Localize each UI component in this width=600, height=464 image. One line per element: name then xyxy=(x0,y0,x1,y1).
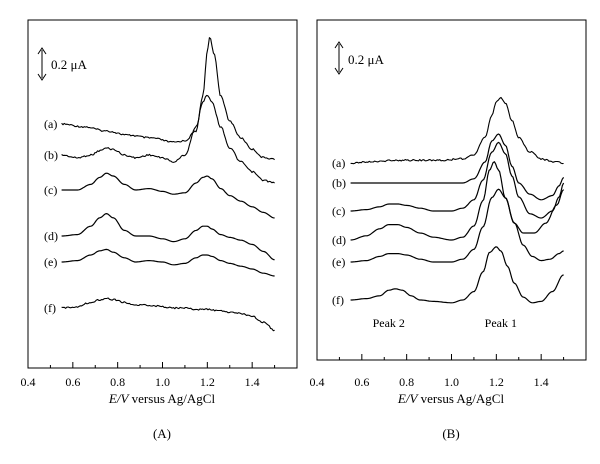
scale-bar-arrow-up-icon xyxy=(334,41,344,49)
series-line-e xyxy=(350,188,564,263)
series-label-d: (d) xyxy=(332,233,346,247)
series-line-d xyxy=(61,213,275,261)
scale-bar-label: 0.2 μA xyxy=(348,52,384,67)
panel-a-label: (A) xyxy=(153,426,171,441)
series-label-e: (e) xyxy=(332,255,345,269)
x-tick-label: 1.2 xyxy=(200,375,215,389)
x-tick-label: 1.0 xyxy=(155,375,170,389)
x-tick-label: 0.4 xyxy=(21,375,36,389)
x-tick-label: 1.4 xyxy=(534,375,549,389)
scale-bar-arrow-down-icon xyxy=(334,67,344,75)
panel-b-ticks xyxy=(316,354,587,360)
scale-bar-arrow-down-icon xyxy=(37,73,47,81)
series-label-c: (c) xyxy=(332,204,345,218)
series-line-b xyxy=(350,133,565,201)
series-line-f xyxy=(61,297,275,332)
series-line-c xyxy=(350,141,565,219)
x-axis-label-rest: versus Ag/AgCl xyxy=(417,391,504,406)
panel-b-frame xyxy=(316,19,587,361)
annotation-peak-2: Peak 2 xyxy=(373,316,405,330)
panel-b: 0.4 0.6 0.8 1.0 1.2 1.4 0.2 μA (a) (b) (c) (d) (e… xyxy=(310,19,587,441)
x-tick-label: 1.2 xyxy=(489,375,504,389)
panel-b-scale-bar: 0.2 μA xyxy=(334,41,384,75)
panel-a-tick-labels: 0.4 0.6 0.8 1.0 1.2 1.4 xyxy=(21,375,260,389)
series-label-f: (f) xyxy=(44,301,56,315)
series-label-e: (e) xyxy=(44,255,57,269)
panel-a-curve-labels: (a) (b) (c) (d) (e) (f) xyxy=(44,117,58,315)
x-axis-label-var: E/V xyxy=(108,391,131,406)
x-tick-label: 1.4 xyxy=(245,375,260,389)
panel-a-scale-bar: 0.2 μA xyxy=(37,47,87,81)
panel-a-x-axis-label: E/V versus Ag/AgCl xyxy=(108,391,216,406)
series-label-b: (b) xyxy=(44,148,58,162)
x-axis-label-rest: versus Ag/AgCl xyxy=(128,391,215,406)
series-label-a: (a) xyxy=(332,156,345,170)
annotation-peak-1: Peak 1 xyxy=(485,316,517,330)
panel-a: 0.4 0.6 0.8 1.0 1.2 1.4 0.2 μA (a) (b) (c) (d) (e… xyxy=(21,19,298,441)
scale-bar-label: 0.2 μA xyxy=(51,57,87,72)
series-label-c: (c) xyxy=(44,183,57,197)
scale-bar-arrow-up-icon xyxy=(37,47,47,55)
series-line-e xyxy=(61,248,275,277)
series-line-d xyxy=(350,161,565,241)
series-label-d: (d) xyxy=(44,229,58,243)
panel-b-annotations: Peak 2 Peak 1 xyxy=(373,316,517,330)
x-axis-label-var: E/V xyxy=(397,391,420,406)
panel-b-curve-labels: (a) (b) (c) (d) (e) (f) xyxy=(332,156,346,307)
x-tick-label: 0.4 xyxy=(310,375,325,389)
series-line-b xyxy=(61,94,275,184)
panel-a-ticks xyxy=(27,362,298,368)
x-tick-label: 0.6 xyxy=(65,375,80,389)
series-label-a: (a) xyxy=(44,117,57,131)
panel-b-curves xyxy=(350,96,565,304)
x-tick-label: 0.8 xyxy=(110,375,125,389)
series-line-c xyxy=(61,172,275,219)
series-label-b: (b) xyxy=(332,176,346,190)
series-line-a xyxy=(61,37,275,161)
panel-b-label: (B) xyxy=(442,426,459,441)
panel-b-x-axis-label: E/V versus Ag/AgCl xyxy=(397,391,505,406)
panel-a-curves xyxy=(61,37,275,332)
x-tick-label: 0.8 xyxy=(399,375,414,389)
series-line-f xyxy=(350,246,564,304)
panel-a-frame xyxy=(27,19,298,369)
panel-b-tick-labels: 0.4 0.6 0.8 1.0 1.2 1.4 xyxy=(310,375,549,389)
series-label-f: (f) xyxy=(332,293,344,307)
series-line-a xyxy=(350,96,564,165)
x-tick-label: 1.0 xyxy=(444,375,459,389)
x-tick-label: 0.6 xyxy=(354,375,369,389)
